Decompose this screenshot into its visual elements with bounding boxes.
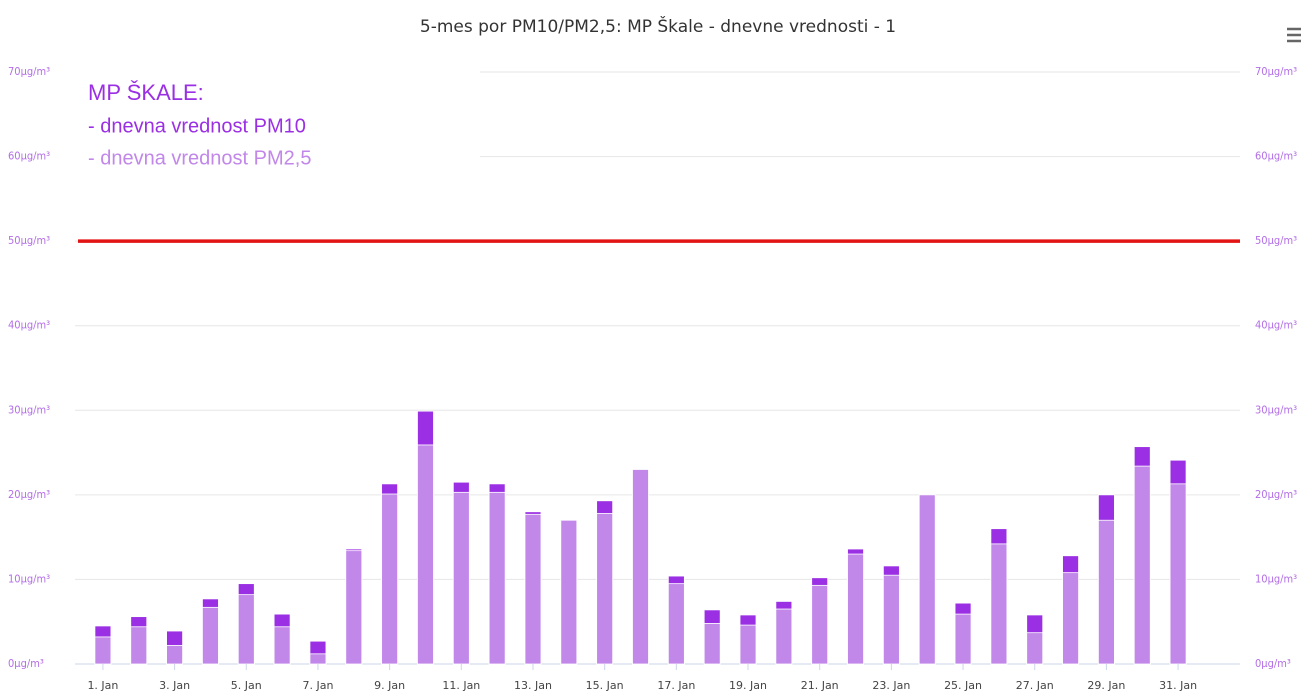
x-tick-label: 31. Jan [1159, 679, 1197, 692]
y-tick-label: 70µg/m³ [8, 65, 50, 78]
menu-icon[interactable] [1287, 27, 1301, 43]
bar [954, 613, 972, 665]
bar [1026, 632, 1044, 665]
bar [739, 624, 757, 665]
x-tick-label: 5. Jan [231, 679, 262, 692]
bar [345, 550, 363, 665]
bar [417, 444, 434, 665]
x-tick-label: 13. Jan [514, 679, 552, 692]
y2-tick-label: 20µg/m³ [1255, 488, 1297, 501]
legend-background [75, 62, 480, 182]
legend-title: MP ŠKALE: [88, 80, 204, 105]
y2-tick-label: 60µg/m³ [1255, 150, 1297, 163]
bar [703, 623, 721, 665]
bar [596, 513, 614, 665]
legend-entry: - dnevna vrednost PM10 [88, 115, 306, 137]
y2-tick-label: 30µg/m³ [1255, 403, 1297, 416]
y-tick-label: 10µg/m³ [8, 572, 50, 585]
x-tick-label: 7. Jan [302, 679, 333, 692]
bar [166, 644, 183, 665]
x-tick-label: 21. Jan [801, 679, 839, 692]
bar [1062, 572, 1079, 665]
bar [560, 519, 578, 665]
y2-tick-label: 0µg/m³ [1255, 657, 1291, 670]
bar [1098, 519, 1115, 665]
bar [1133, 465, 1151, 665]
bar [130, 626, 148, 665]
y-tick-label: 30µg/m³ [8, 403, 50, 416]
bar [524, 513, 542, 665]
x-tick-label: 17. Jan [657, 679, 695, 692]
bar [309, 653, 327, 665]
y-tick-label: 40µg/m³ [8, 319, 50, 332]
y-tick-label: 20µg/m³ [8, 488, 50, 501]
x-tick-label: 9. Jan [374, 679, 405, 692]
bar [381, 493, 399, 665]
y2-tick-label: 40µg/m³ [1255, 319, 1297, 332]
y-tick-label: 0µg/m³ [8, 657, 44, 670]
x-tick-label: 23. Jan [872, 679, 910, 692]
bar [811, 584, 829, 665]
bar [775, 608, 793, 665]
x-tick-label: 1. Jan [87, 679, 118, 692]
y2-tick-label: 10µg/m³ [1255, 572, 1297, 585]
x-tick-label: 15. Jan [586, 679, 624, 692]
bar [667, 583, 685, 665]
bar [1169, 483, 1187, 665]
legend-entry: - dnevna vrednost PM2,5 [88, 147, 311, 169]
y-tick-label: 50µg/m³ [8, 234, 50, 247]
bar [452, 491, 470, 665]
bar [202, 606, 219, 665]
bar [488, 491, 506, 665]
x-tick-label: 27. Jan [1016, 679, 1054, 692]
bar [882, 574, 900, 665]
bar [632, 469, 649, 665]
bar [273, 626, 291, 665]
bar [847, 553, 864, 665]
bar [918, 494, 936, 665]
bar [990, 543, 1008, 665]
bar [237, 594, 255, 665]
x-tick-label: 25. Jan [944, 679, 982, 692]
bar [94, 636, 112, 665]
chart-title: 5-mes por PM10/PM2,5: MP Škale - dnevne … [420, 15, 896, 37]
x-tick-label: 29. Jan [1087, 679, 1125, 692]
x-tick-label: 19. Jan [729, 679, 767, 692]
y-tick-label: 60µg/m³ [8, 150, 50, 163]
x-tick-label: 11. Jan [442, 679, 480, 692]
y2-tick-label: 70µg/m³ [1255, 65, 1297, 78]
y2-tick-label: 50µg/m³ [1255, 234, 1297, 247]
x-tick-label: 3. Jan [159, 679, 190, 692]
